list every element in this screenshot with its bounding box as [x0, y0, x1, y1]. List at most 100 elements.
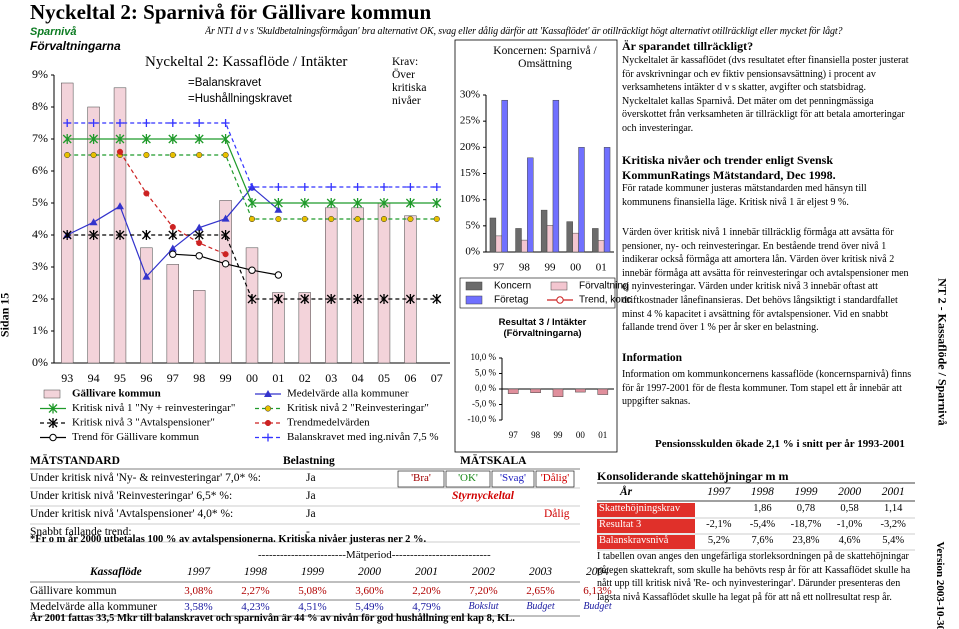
column-header: 1999 [794, 486, 818, 498]
y-tick-label: 10,0 % [471, 352, 497, 362]
marker [326, 294, 336, 304]
paragraph: För ratade kommuner justeras mätstandard… [622, 183, 867, 208]
y-tick-label: -10,0 % [468, 414, 497, 424]
version: Version 2003-10-30 [934, 541, 947, 629]
marker [247, 294, 257, 304]
marker [379, 198, 389, 208]
marker [195, 252, 203, 260]
y-tick-label: 5,0 % [475, 368, 497, 378]
legend-label: Trend för Gällivare kommun [72, 431, 199, 443]
marker [300, 183, 309, 191]
marker [353, 198, 363, 208]
marker [327, 183, 336, 191]
marker [380, 215, 388, 223]
marker [264, 419, 272, 427]
marker [264, 405, 272, 412]
y-tick-label: -5,0 % [472, 399, 496, 409]
x-tick-label: 99 [220, 371, 232, 385]
x-tick-label: 07 [431, 371, 443, 385]
y-tick-label: 4% [32, 227, 48, 241]
cell: -18,7% [790, 519, 822, 530]
load: Ja [306, 472, 316, 484]
marker [432, 183, 441, 191]
column-header: 1998 [750, 486, 774, 498]
marker [142, 119, 151, 127]
marker [168, 244, 177, 252]
bar [166, 264, 179, 364]
x-tick-label: 01 [596, 262, 607, 274]
bar [61, 82, 74, 364]
bar [575, 388, 586, 393]
legend-label: Kritisk nivå 3 "Avtalspensioner" [72, 417, 215, 429]
scale-label: 'Svag' [500, 472, 526, 484]
column-header: 2003 [529, 566, 552, 578]
marker [48, 403, 58, 414]
bar [193, 290, 206, 364]
x-tick-label: 98 [193, 371, 205, 385]
cell: Budget [526, 601, 555, 612]
marker [169, 151, 176, 159]
marker [115, 230, 125, 240]
marker [433, 215, 440, 223]
bar [546, 225, 554, 253]
marker [62, 230, 72, 240]
note: *Fr o m år 2000 utbetalas 100 % av avtal… [30, 534, 427, 545]
column-header: 1998 [244, 566, 267, 578]
marker [556, 296, 564, 304]
bar [489, 217, 497, 253]
marker [194, 134, 204, 144]
bar [377, 202, 391, 364]
cell: Bokslut [468, 601, 499, 612]
marker [168, 134, 178, 144]
title: Nyckeltal 2: Sparnivå för Gällivare komm… [30, 0, 432, 24]
paragraph: Nyckeltalet är kassaflödet (dvs resultat… [622, 55, 909, 134]
paragraph: Information om kommunkoncernens kassaflö… [622, 369, 912, 408]
tag: Sparnivå [30, 26, 77, 38]
column-header: 1999 [301, 566, 324, 578]
question: Är NT1 d v s 'Skuldbetalningsförmågan' b… [205, 26, 843, 37]
marker [49, 433, 57, 442]
cell: Skattehöjningskrav [599, 503, 681, 514]
cell: 4,51% [298, 601, 327, 613]
marker [274, 271, 283, 279]
cell: 7,20% [469, 585, 498, 597]
column-header: 1997 [187, 566, 210, 578]
x-tick-label: 01 [272, 371, 284, 385]
marker [353, 294, 363, 304]
marker [48, 418, 58, 428]
bar [597, 388, 609, 395]
column-header: 1997 [707, 486, 731, 498]
bar [603, 147, 611, 253]
marker [221, 230, 231, 240]
bar [592, 228, 599, 253]
bar [527, 157, 534, 253]
marker [354, 215, 361, 223]
cell: 5,49% [355, 601, 384, 613]
y-tick-label: 25% [460, 115, 480, 127]
heading: Kritiska nivåer och trender enligt Svens… [622, 153, 836, 182]
annotation: Över [392, 69, 415, 81]
marker [63, 119, 72, 127]
marker [168, 230, 178, 240]
x-tick-label: 04 [352, 371, 364, 385]
bar [578, 147, 585, 253]
x-tick-label: 99 [554, 430, 564, 440]
y-tick-label: 5% [32, 195, 48, 209]
bar [507, 388, 519, 394]
chart-title: Koncernen: Sparnivå / Omsättning [493, 45, 597, 71]
criterion: Under kritisk nivå 'Ny- & reinvesteringa… [30, 472, 261, 484]
annotation: nivåer [392, 95, 421, 107]
y-tick-label: 9% [32, 67, 48, 81]
section-label: NT 2 - Kassaflöde / Sparnivå [935, 278, 950, 426]
marker [407, 215, 414, 223]
marker [169, 250, 177, 258]
marker [221, 260, 230, 268]
y-tick-label: 5% [465, 219, 480, 231]
x-tick-label: 03 [325, 371, 337, 385]
criterion: Snabbt fallande trend: [30, 526, 132, 538]
marker [405, 294, 415, 304]
criterion: Under kritisk nivå 'Avtalspensioner' 4,0… [30, 508, 234, 520]
legend-label: Koncern [494, 281, 531, 292]
legend-label: Förvaltning [579, 281, 628, 292]
cell: 5,08% [298, 585, 327, 597]
